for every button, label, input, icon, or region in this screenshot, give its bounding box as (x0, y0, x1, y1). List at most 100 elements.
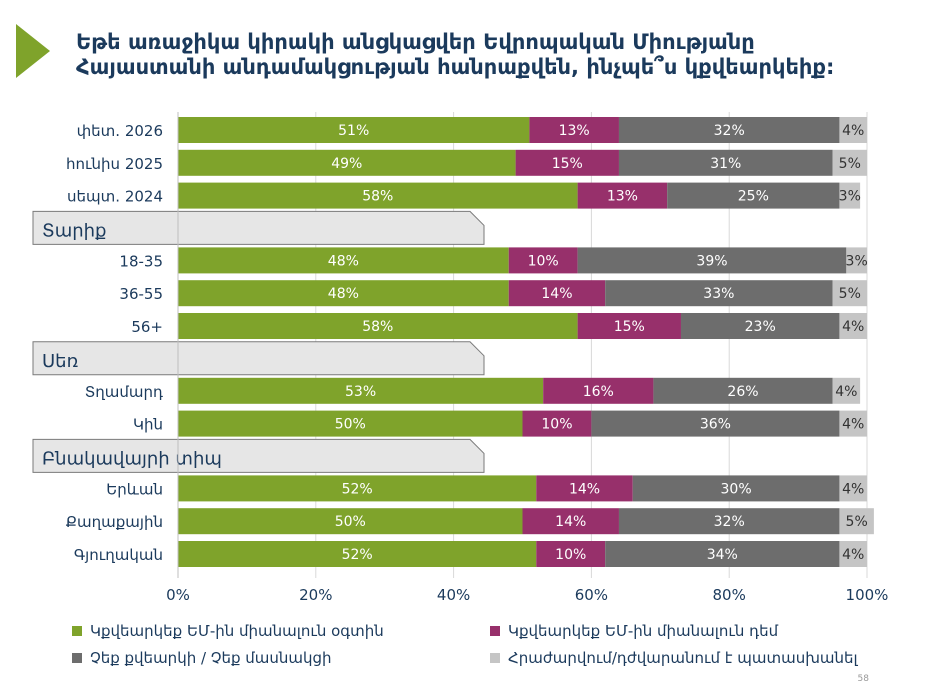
bar-segment (536, 541, 606, 567)
legend-label-for: Կքվեարկեք ԵՄ-ին միանալուն օգտին (90, 622, 384, 640)
bar-segment (543, 377, 654, 404)
x-tick-label: 40% (437, 586, 470, 604)
legend-swatch-no-vote (72, 653, 82, 663)
chart-legend: Կքվեարկեք ԵՄ-ին միանալուն օգտին Կքվեարկե… (72, 622, 912, 672)
row-label: սեպտ. 2024 (67, 188, 163, 206)
data-label: 3% (846, 253, 868, 269)
data-label: 32% (714, 514, 745, 530)
legend-item-refuse: Հրաժարվում/դժվարանում է պատասխանել (490, 649, 858, 667)
data-label: 16% (583, 384, 614, 400)
data-label: 4% (835, 384, 857, 400)
bar-segment (178, 313, 578, 339)
bar-segment (632, 475, 840, 502)
legend-label-against: Կքվեարկեք ԵՄ-ին միանալուն դեմ (508, 622, 779, 640)
group-header-box (32, 341, 485, 376)
bar-segment (515, 149, 619, 176)
bar-segment (680, 313, 840, 339)
row-label: 56+ (131, 318, 163, 336)
bar-segment (178, 247, 509, 274)
legend-item-against: Կքվեարկեք ԵՄ-ին միանալուն դեմ (490, 622, 778, 640)
bar-segment (605, 280, 833, 307)
group-header-box (32, 438, 485, 473)
bar-segment (832, 377, 861, 404)
legend-item-no-vote: Չեք քվեարկի / Չեք մասնակցի (72, 649, 332, 667)
row-label: Տղամարդ (85, 383, 163, 401)
bar-segment (178, 117, 530, 143)
data-label: 50% (335, 417, 366, 433)
row-label: 36-55 (119, 285, 163, 303)
row-label: Երևան (106, 480, 163, 498)
bar-segment (618, 149, 833, 176)
data-label: 15% (614, 319, 645, 335)
legend-label-no-vote: Չեք քվեարկի / Չեք մասնակցի (90, 649, 332, 667)
bar-segment (178, 541, 537, 567)
legend-label-refuse: Հրաժարվում/դժվարանում է պատասխանել (508, 649, 858, 667)
bar-segment (605, 541, 840, 567)
group-header-box (32, 210, 485, 245)
data-label: 36% (700, 417, 731, 433)
bar-segment (846, 247, 867, 274)
bar-segment (618, 117, 840, 143)
bar-segment (839, 182, 861, 209)
x-tick-label: 0% (166, 586, 190, 604)
x-tick-label: 80% (713, 586, 746, 604)
data-label: 53% (345, 384, 376, 400)
bar-segment (178, 280, 509, 307)
bar-segment (839, 475, 867, 502)
data-label: 10% (555, 547, 586, 563)
stacked-bar-chart: 0% 20% 40% 60% 80% 100% փետ. 2026 51% 13% 32% 4% հո… (32, 112, 889, 604)
bar-segment (839, 410, 867, 437)
data-label: 48% (328, 286, 359, 302)
data-label: 13% (607, 189, 638, 205)
data-label: 15% (552, 156, 583, 172)
bar-segment (178, 475, 537, 502)
data-label: 32% (714, 123, 745, 139)
data-label: 14% (541, 286, 572, 302)
data-label: 52% (342, 547, 373, 563)
data-label: 4% (842, 417, 864, 433)
x-tick-label: 100% (846, 586, 889, 604)
data-label: 49% (331, 156, 362, 172)
data-label: 3% (839, 189, 861, 205)
legend-swatch-for (72, 626, 82, 636)
bar-segment (832, 149, 867, 176)
bar-segment (178, 410, 523, 437)
bar-segment (577, 313, 681, 339)
row-label: Գյուղական (74, 546, 163, 564)
bar-segment (522, 410, 592, 437)
data-label: 58% (362, 319, 393, 335)
data-label: 51% (338, 123, 369, 139)
bar-segment (832, 280, 867, 307)
legend-swatch-against (490, 626, 500, 636)
data-label: 5% (839, 286, 861, 302)
data-label: 5% (839, 156, 861, 172)
group-header-label: Սեռ (42, 351, 78, 372)
bar-segment (618, 508, 840, 535)
data-label: 10% (528, 253, 559, 269)
page-title: Եթե առաջիկա կիրակի անցկացվեր Եվրոպական Մ… (76, 30, 916, 80)
data-label: 25% (738, 189, 769, 205)
data-label: 58% (362, 189, 393, 205)
data-label: 14% (569, 481, 600, 497)
row-label: Կին (133, 416, 163, 434)
bar-segment (653, 377, 833, 404)
bar-segment (839, 313, 867, 339)
row-label: Քաղաքային (66, 513, 163, 531)
data-label: 4% (842, 481, 864, 497)
group-header-label: Բնակավայրի տիպ (42, 448, 222, 469)
data-label: 48% (328, 253, 359, 269)
title-line-2: Հայաստանի անդամակցության հանրաքվեն, ինչպ… (76, 55, 835, 79)
bar-segment (508, 247, 578, 274)
legend-item-for: Կքվեարկեք ԵՄ-ին միանալուն օգտին (72, 622, 384, 640)
bar-segment (529, 117, 619, 143)
bar-segment (178, 149, 516, 176)
bar-segment (591, 410, 840, 437)
bar-segment (577, 247, 847, 274)
bar-segment (178, 182, 578, 209)
bar-segment (667, 182, 840, 209)
data-label: 4% (842, 319, 864, 335)
row-label: փետ. 2026 (77, 122, 163, 140)
data-label: 26% (727, 384, 758, 400)
data-label: 14% (555, 514, 586, 530)
